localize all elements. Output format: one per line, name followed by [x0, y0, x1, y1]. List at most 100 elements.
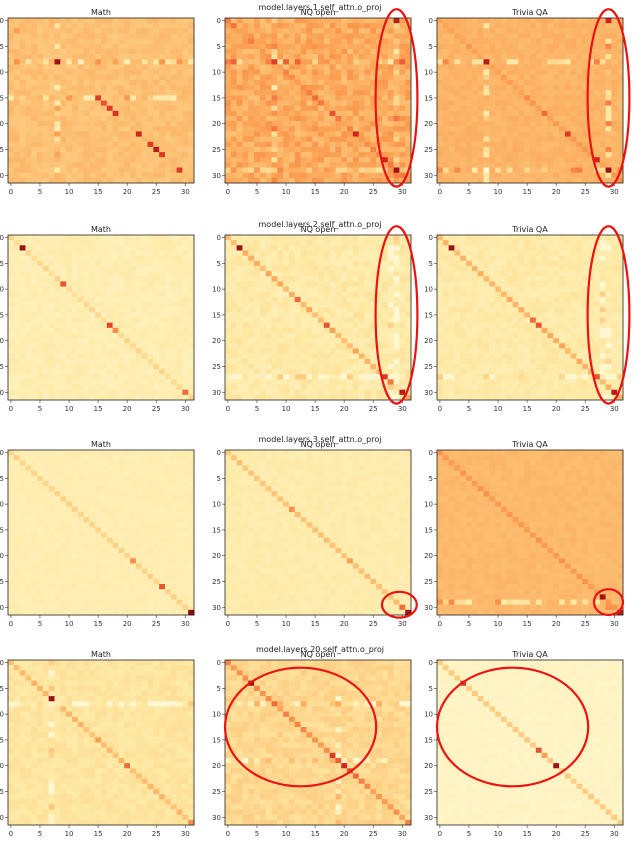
heatmap-cell — [89, 358, 96, 365]
heatmap-cell — [477, 38, 484, 45]
heatmap-cell — [71, 240, 79, 246]
heatmap-cell — [124, 136, 131, 143]
heatmap-cell — [164, 69, 172, 76]
heatmap-cell — [352, 260, 360, 267]
heatmap-cell — [42, 157, 50, 163]
heatmap-cell — [242, 338, 249, 344]
heatmap-cell — [188, 105, 195, 112]
heatmap-cell — [364, 131, 371, 137]
heatmap-cell — [399, 18, 406, 24]
heatmap-cell — [393, 177, 400, 184]
heatmap-cell — [31, 136, 38, 143]
heatmap-cell — [576, 64, 583, 70]
heatmap-cell — [118, 69, 125, 76]
heatmap-cell — [77, 296, 84, 303]
heatmap-cell — [112, 115, 119, 122]
heatmap-cell — [341, 110, 348, 117]
heatmap-cell — [54, 79, 61, 86]
heatmap-cell — [306, 322, 313, 329]
heatmap-cell — [454, 146, 461, 153]
heatmap-cell — [547, 28, 554, 34]
heatmap-cell — [518, 90, 525, 96]
heatmap-cell — [405, 162, 412, 168]
heatmap-cell — [37, 296, 44, 303]
heatmap-cell — [341, 286, 348, 293]
heatmap-cell — [477, 110, 484, 117]
heatmap-cell — [101, 48, 108, 55]
heatmap-cell — [399, 338, 406, 344]
heatmap-cell — [188, 90, 195, 96]
heatmap-cell — [77, 162, 84, 168]
heatmap-cell — [323, 172, 331, 179]
heatmap-cell — [101, 95, 108, 101]
heatmap-cell — [471, 131, 479, 137]
heatmap-cell — [124, 240, 131, 246]
heatmap-cell — [188, 33, 195, 40]
heatmap-cell — [95, 384, 102, 391]
heatmap-cell — [318, 348, 325, 354]
heatmap-cell — [358, 110, 365, 117]
heatmap-cell — [271, 281, 278, 287]
heatmap-cell — [283, 307, 290, 313]
heatmap-cell — [370, 146, 377, 153]
heatmap-cell — [605, 18, 612, 24]
heatmap-cell — [130, 384, 137, 391]
heatmap-cell — [25, 260, 32, 267]
heatmap-cell — [95, 157, 102, 163]
heatmap-cell — [170, 260, 177, 267]
heatmap-cell — [135, 322, 143, 329]
heatmap-cell — [512, 100, 519, 107]
heatmap-cell — [135, 59, 143, 65]
heatmap-cell — [54, 255, 61, 262]
heatmap-cell — [147, 302, 154, 308]
heatmap-cell — [101, 115, 108, 122]
heatmap-cell — [153, 327, 160, 334]
heatmap-cell — [254, 110, 261, 117]
heatmap-cell — [318, 23, 325, 29]
heatmap-cell — [576, 74, 583, 81]
heatmap-cell — [236, 105, 243, 112]
heatmap-cell — [393, 348, 400, 354]
heatmap-cell — [130, 105, 137, 112]
heatmap-cell — [489, 121, 496, 127]
heatmap-cell — [329, 245, 336, 251]
heatmap-cell — [101, 79, 108, 86]
heatmap-cell — [471, 146, 479, 153]
heatmap-cell — [71, 322, 79, 329]
heatmap-cell — [535, 59, 543, 65]
heatmap-cell — [242, 312, 249, 318]
heatmap-cell — [506, 121, 513, 127]
heatmap-cell — [364, 85, 371, 91]
heatmap-cell — [164, 384, 172, 391]
heatmap-cell — [593, 152, 601, 158]
y-tick-label: 0 — [429, 17, 433, 25]
heatmap-cell — [95, 64, 102, 70]
heatmap-cell — [60, 374, 67, 380]
heatmap-cell — [318, 286, 325, 293]
heatmap-cell — [387, 141, 394, 148]
heatmap-cell — [530, 167, 537, 174]
heatmap-cell — [71, 307, 79, 313]
heatmap-cell — [524, 33, 531, 40]
heatmap-cell — [265, 281, 272, 287]
heatmap-cell — [495, 54, 502, 60]
heatmap-cell — [605, 64, 612, 70]
heatmap-cell — [312, 353, 319, 360]
heatmap-cell — [124, 100, 131, 107]
heatmap-cell — [66, 369, 73, 375]
heatmap-cell — [66, 110, 73, 117]
heatmap-cell — [387, 167, 394, 174]
x-tick-label: 10 — [65, 188, 74, 196]
heatmap-cell — [31, 157, 38, 163]
heatmap-cell — [176, 64, 183, 70]
heatmap-cell — [512, 141, 519, 148]
heatmap-cell — [8, 317, 15, 324]
heatmap-cell — [106, 18, 114, 24]
heatmap-cell — [106, 317, 114, 324]
heatmap-cell — [230, 245, 238, 251]
heatmap-cell — [312, 100, 319, 107]
heatmap-cell — [300, 332, 307, 339]
heatmap-cell — [54, 312, 61, 318]
heatmap-cell — [124, 260, 131, 267]
heatmap-cell — [101, 90, 108, 96]
